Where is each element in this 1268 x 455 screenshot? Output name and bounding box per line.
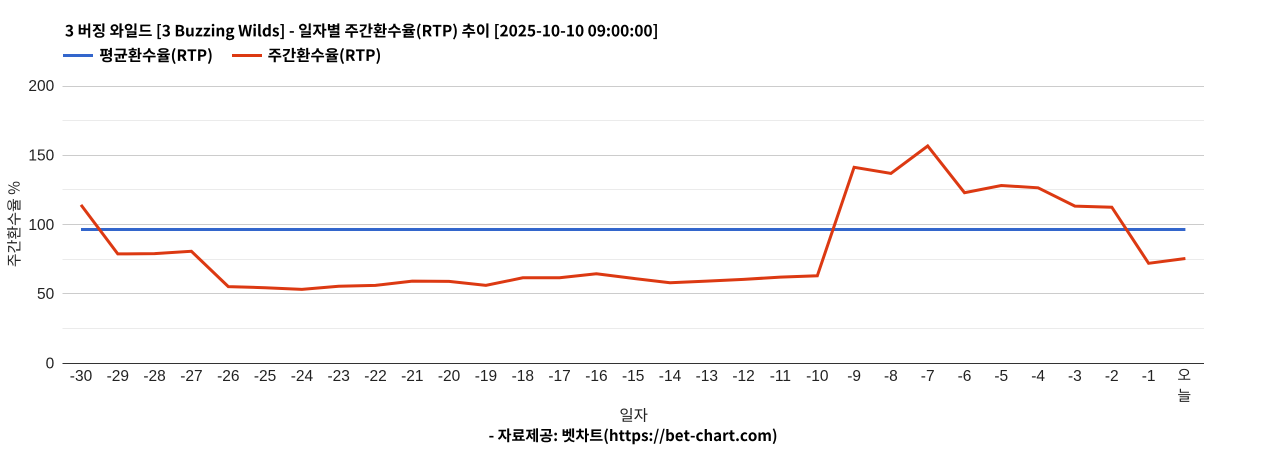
svg-text:-22: -22 (364, 368, 386, 385)
svg-text:-28: -28 (143, 368, 165, 385)
svg-text:-14: -14 (659, 368, 682, 385)
svg-text:-21: -21 (401, 368, 423, 385)
svg-text:-16: -16 (585, 368, 607, 385)
svg-text:-26: -26 (217, 368, 239, 385)
svg-text:-8: -8 (884, 368, 898, 385)
svg-text:-17: -17 (548, 368, 570, 385)
svg-text:-29: -29 (107, 368, 129, 385)
svg-text:-1: -1 (1142, 368, 1156, 385)
svg-text:-10: -10 (806, 368, 829, 385)
svg-text:-4: -4 (1031, 368, 1045, 385)
svg-text:-5: -5 (994, 368, 1008, 385)
svg-text:-23: -23 (327, 368, 349, 385)
svg-text:-20: -20 (438, 368, 461, 385)
svg-text:-12: -12 (732, 368, 754, 385)
svg-text:0: 0 (46, 355, 55, 372)
svg-text:-9: -9 (847, 368, 861, 385)
svg-text:-3: -3 (1068, 368, 1082, 385)
svg-text:200: 200 (28, 78, 54, 95)
svg-text:100: 100 (28, 217, 54, 234)
svg-text:-7: -7 (921, 368, 935, 385)
svg-text:-24: -24 (291, 368, 314, 385)
svg-text:50: 50 (37, 286, 55, 303)
svg-text:-27: -27 (180, 368, 202, 385)
svg-text:-30: -30 (70, 368, 93, 385)
svg-text:-6: -6 (958, 368, 972, 385)
svg-text:-2: -2 (1105, 368, 1119, 385)
svg-text:-19: -19 (475, 368, 497, 385)
svg-text:-25: -25 (254, 368, 276, 385)
svg-text:-18: -18 (512, 368, 534, 385)
svg-text:-15: -15 (622, 368, 644, 385)
svg-text:150: 150 (28, 148, 54, 165)
svg-text:-13: -13 (696, 368, 718, 385)
svg-text:-11: -11 (770, 368, 791, 385)
